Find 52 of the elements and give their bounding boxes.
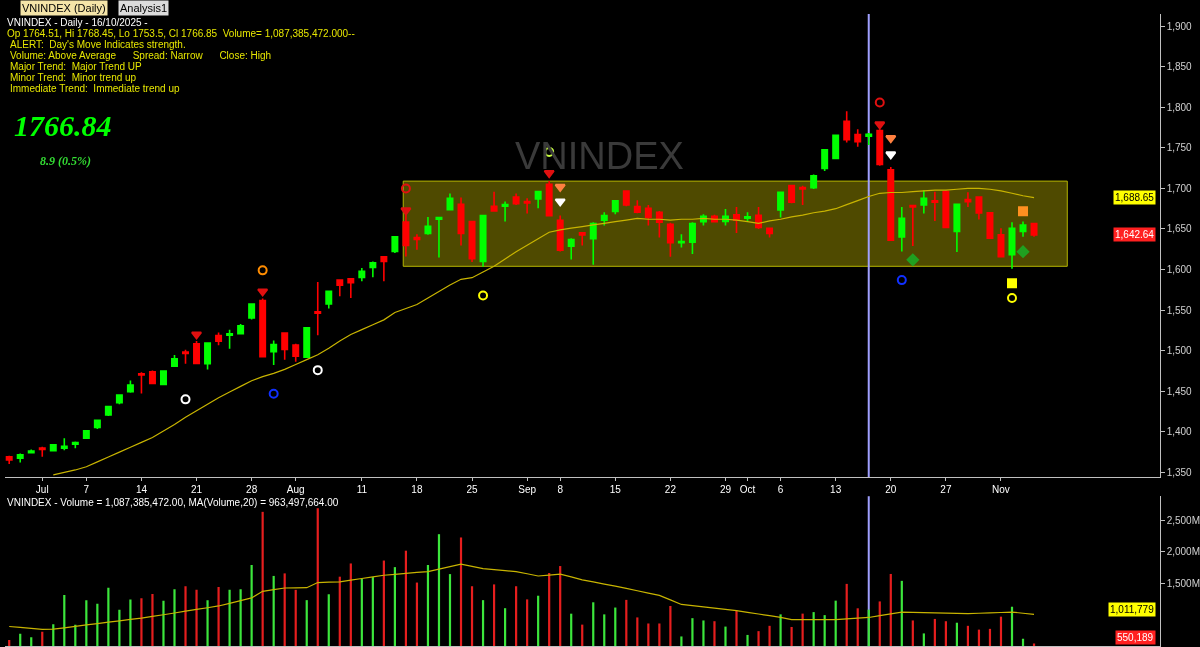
annotation: Op 1764.51, Hi 1768.45, Lo 1753.5, Cl 1766.85 Volume= 1,087,385,472.000-- xyxy=(7,28,355,39)
y-tick-label: 1,750 xyxy=(1166,142,1193,154)
annotation: VNINDEX - Daily - 16/10/2025 - xyxy=(7,17,148,28)
y-tick-label: 1,900 xyxy=(1166,20,1193,32)
x-tick-label: Nov xyxy=(992,484,1010,496)
text: 1,642.64 xyxy=(1115,229,1155,240)
annotation: 8.9 (0.5%) xyxy=(40,154,91,168)
y-tick-label: 1,350 xyxy=(1166,466,1193,478)
annotation: Volume: Above Average Spread: Narrow Close: High xyxy=(10,50,272,61)
annotation: ALERT: Day's Move Indicates strength. xyxy=(10,39,186,50)
x-tick-label: 11 xyxy=(356,484,368,496)
x-tick-label: 18 xyxy=(411,484,423,496)
chart-title: VNINDEX - Volume = 1,087,385,472.00, MA(Volume,20) = 963,497,664.00 xyxy=(7,497,339,508)
x-tick-label: 7 xyxy=(83,484,90,496)
annotation: VNINDEX (Daily) xyxy=(22,2,106,14)
annotation: Analysis1 xyxy=(120,2,168,14)
y-tick-label: 1,700 xyxy=(1166,182,1193,194)
x-tick-label: Oct xyxy=(739,484,756,496)
x-tick-label: 29 xyxy=(719,484,732,496)
x-tick-label: 8 xyxy=(557,484,564,496)
y-tick-label: 1,650 xyxy=(1166,223,1193,235)
annotation: Immediate Trend: Immediate trend up xyxy=(10,83,180,94)
x-tick-label: 15 xyxy=(609,484,622,496)
text: 550,189 xyxy=(1117,632,1154,643)
y-tick-label: 1,400 xyxy=(1166,426,1193,438)
x-tick-label: 28 xyxy=(246,484,258,496)
y-tick-label: 1,550 xyxy=(1166,304,1193,316)
x-tick-label: 22 xyxy=(664,484,677,496)
x-tick-label: 20 xyxy=(885,484,897,496)
y-tick-label: 2,500M xyxy=(1166,514,1200,526)
x-tick-label: 6 xyxy=(777,484,784,496)
y-tick-label: 1,800 xyxy=(1166,101,1193,113)
text: 1,688.65 xyxy=(1115,192,1155,203)
y-tick-label: 1,450 xyxy=(1166,385,1193,397)
text: VNINDEX xyxy=(515,135,684,177)
x-tick-label: Sep xyxy=(518,484,537,496)
annotation: Major Trend: Major Trend UP xyxy=(10,61,143,72)
x-tick-label: 25 xyxy=(466,484,479,496)
annotation: Minor Trend: Minor trend up xyxy=(10,72,137,83)
y-tick-label: 1,600 xyxy=(1166,264,1193,276)
x-tick-label: 14 xyxy=(135,484,148,496)
text: 1,011,779 xyxy=(1110,604,1155,615)
annotation: 1766.84 xyxy=(14,109,112,142)
x-tick-label: 21 xyxy=(190,484,203,496)
x-tick-label: 27 xyxy=(940,484,952,496)
y-tick-label: 1,850 xyxy=(1166,61,1193,73)
y-tick-label: 2,000M xyxy=(1166,546,1200,558)
y-tick-label: 1,500M xyxy=(1166,578,1200,590)
x-tick-label: 13 xyxy=(830,484,842,496)
x-tick-label: Jul xyxy=(35,484,49,496)
y-tick-label: 1,500 xyxy=(1166,345,1193,357)
x-tick-label: Aug xyxy=(286,484,305,496)
